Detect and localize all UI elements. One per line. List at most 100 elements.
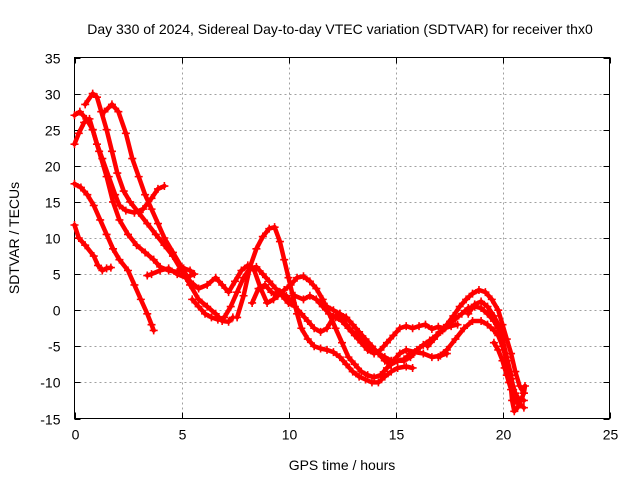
series-6 (100, 100, 297, 307)
data-point (361, 335, 370, 344)
data-point (88, 89, 97, 98)
data-point (453, 320, 462, 329)
data-point (402, 362, 411, 371)
data-point (134, 208, 143, 217)
data-point (136, 295, 145, 304)
data-point (138, 205, 147, 214)
data-point (507, 349, 516, 358)
data-point (89, 252, 98, 261)
data-point (83, 190, 92, 199)
data-point (70, 221, 79, 230)
data-point (395, 349, 404, 358)
data-point (213, 315, 222, 324)
series-8 (233, 223, 417, 387)
data-point (245, 262, 254, 271)
data-point (143, 309, 152, 318)
data-point (95, 147, 104, 156)
data-point (498, 356, 507, 365)
data-point (329, 306, 338, 315)
data-point (449, 311, 458, 320)
data-point (226, 302, 235, 311)
data-point (194, 302, 203, 311)
data-point (194, 284, 203, 293)
data-point (280, 285, 289, 294)
data-point (342, 313, 351, 322)
data-point (419, 349, 428, 358)
data-point (203, 302, 212, 311)
data-point (335, 353, 344, 362)
series-line (72, 109, 197, 280)
data-point (367, 342, 376, 351)
data-point (115, 255, 124, 264)
data-point (273, 291, 282, 300)
data-point (477, 317, 486, 326)
series-line (466, 299, 527, 410)
data-point (96, 215, 105, 224)
data-point (147, 205, 156, 214)
data-point (412, 345, 421, 354)
data-point (115, 215, 124, 224)
data-point (109, 197, 118, 206)
data-point (188, 295, 197, 304)
data-point (107, 100, 116, 109)
x-tick-label: 25 (603, 427, 619, 443)
data-point (275, 237, 284, 246)
data-point (511, 367, 520, 376)
data-point (481, 288, 490, 297)
data-point (434, 353, 443, 362)
data-point (76, 183, 85, 192)
data-point (489, 311, 498, 320)
data-point (323, 345, 332, 354)
data-point (427, 324, 436, 333)
y-tick-label: 35 (45, 51, 61, 67)
grid-layer (74, 57, 610, 419)
data-point (430, 335, 439, 344)
data-point (211, 309, 220, 318)
data-point (81, 100, 90, 109)
data-point (207, 313, 216, 322)
data-point (263, 298, 272, 307)
series-9 (248, 272, 451, 382)
x-axis-title: GPS time / hours (289, 457, 396, 473)
x-tick-label: 0 (72, 427, 80, 443)
data-point (355, 327, 364, 336)
data-point (380, 356, 389, 365)
data-point (387, 360, 396, 369)
data-point (286, 280, 295, 289)
series-line (82, 91, 236, 325)
data-point (494, 306, 503, 315)
data-point (363, 345, 372, 354)
y-tick-label: 0 (53, 303, 61, 319)
data-point (348, 367, 357, 376)
tick-layer: 0 5 10 15 20 25 -15 -10 -5 0 5 10 15 20 25 30 35 (40, 51, 618, 443)
series-4 (70, 107, 199, 282)
x-tick-label: 5 (179, 427, 187, 443)
data-point (502, 353, 511, 362)
data-point (325, 309, 334, 318)
data-point (316, 344, 325, 353)
data-point (141, 190, 150, 199)
data-point (459, 324, 468, 333)
data-point (489, 326, 498, 335)
y-tick-label: 5 (53, 267, 61, 283)
data-point (106, 263, 115, 272)
data-point (331, 313, 340, 322)
data-point (220, 313, 229, 322)
data-point (293, 273, 302, 282)
data-point (468, 317, 477, 326)
data-point (299, 295, 308, 304)
data-point (363, 371, 372, 380)
data-point (233, 288, 242, 297)
data-point (254, 284, 263, 293)
data-point (507, 385, 516, 394)
data-point (75, 107, 84, 116)
data-point (395, 324, 404, 333)
data-point (483, 302, 492, 311)
data-point (153, 219, 162, 228)
data-point (203, 280, 212, 289)
y-tick-label: -10 (40, 375, 60, 391)
data-point (224, 288, 233, 297)
data-point (269, 295, 278, 304)
